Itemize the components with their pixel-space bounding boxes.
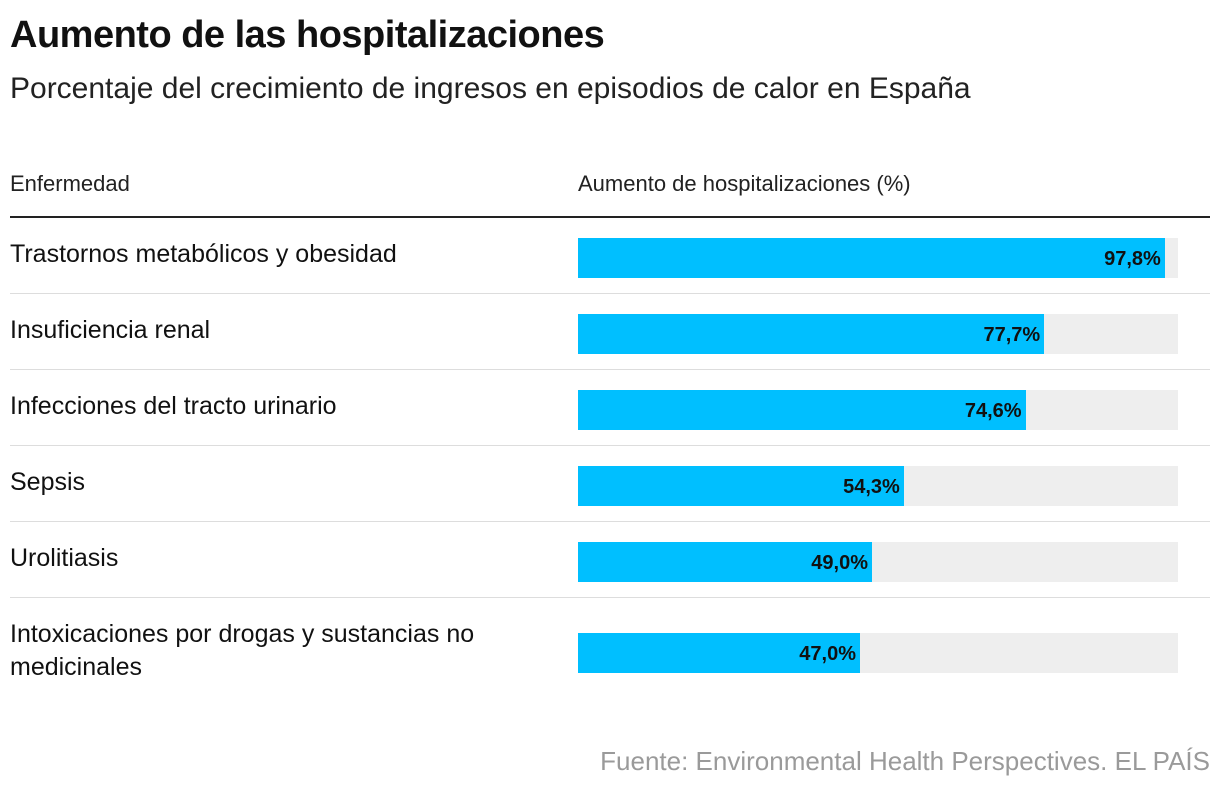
- table-row: Infecciones del tracto urinario 74,6%: [10, 370, 1210, 446]
- column-header-disease: Enfermedad: [10, 171, 130, 196]
- category-label: Insuficiencia renal: [10, 316, 211, 344]
- bar-rows: Trastornos metabólicos y obesidad 97,8% In…: [10, 218, 1210, 698]
- bar-track: 97,8%: [578, 238, 1178, 278]
- bar: 49,0%: [578, 542, 872, 582]
- table-row: Intoxicaciones por drogas y sustancias n…: [10, 598, 1210, 698]
- bar-track: 74,6%: [578, 390, 1178, 430]
- category-label: Infecciones del tracto urinario: [10, 392, 337, 420]
- category-label: Sepsis: [10, 468, 86, 496]
- column-header-increase: Aumento de hospitalizaciones (%): [578, 171, 911, 196]
- source-note: Fuente: Environmental Health Perspective…: [600, 746, 1210, 776]
- bar: 77,7%: [578, 314, 1045, 354]
- table-row: Sepsis 54,3%: [10, 446, 1210, 522]
- bar-track: 77,7%: [578, 314, 1178, 354]
- category-label: Urolitiasis: [10, 544, 119, 572]
- header-rule: [10, 216, 1210, 218]
- chart-title: Aumento de las hospitalizaciones: [10, 14, 605, 56]
- table-row: Urolitiasis 49,0%: [10, 522, 1210, 598]
- bar: 54,3%: [578, 466, 904, 506]
- data-label: 74,6%: [964, 400, 1022, 422]
- bar: 74,6%: [578, 390, 1026, 430]
- bar-track: 47,0%: [578, 633, 1178, 673]
- bar-track: 54,3%: [578, 466, 1178, 506]
- table-row: Insuficiencia renal 77,7%: [10, 294, 1210, 370]
- category-label: Intoxicaciones por drogas y sustancias n…: [10, 620, 475, 681]
- data-label: 97,8%: [1104, 248, 1161, 270]
- data-label: 77,7%: [983, 324, 1041, 346]
- category-label: Trastornos metabólicos y obesidad: [10, 240, 397, 268]
- data-label: 47,0%: [799, 643, 856, 665]
- table-row: Trastornos metabólicos y obesidad 97,8%: [10, 218, 1210, 294]
- bar: 97,8%: [578, 238, 1165, 278]
- bar-track: 49,0%: [578, 542, 1178, 582]
- bar: 47,0%: [578, 633, 860, 673]
- chart-subtitle: Porcentaje del crecimiento de ingresos e…: [10, 72, 971, 105]
- data-label: 54,3%: [843, 476, 900, 498]
- data-label: 49,0%: [811, 552, 868, 574]
